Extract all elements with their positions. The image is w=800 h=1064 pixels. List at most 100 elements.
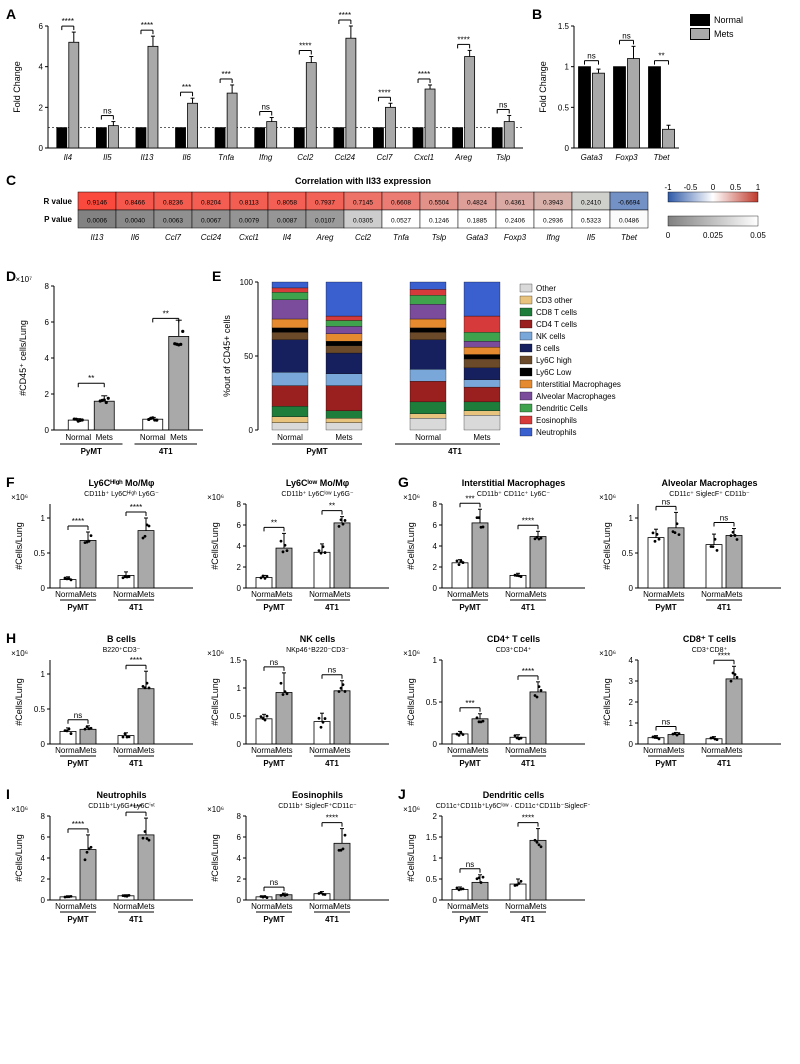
svg-text:0.8113: 0.8113 xyxy=(239,200,259,207)
svg-text:Ccl24: Ccl24 xyxy=(201,233,222,242)
svg-text:CD8⁺ T cells: CD8⁺ T cells xyxy=(683,634,736,644)
svg-text:Neutrophils: Neutrophils xyxy=(536,428,576,437)
svg-text:Ccl2: Ccl2 xyxy=(297,153,314,162)
svg-text:0.2410: 0.2410 xyxy=(581,200,601,207)
figure-root: A 0246Fold Change****Il4nsIl5****Il13***… xyxy=(8,8,792,938)
svg-text:Eosinophils: Eosinophils xyxy=(536,416,577,425)
svg-text:0: 0 xyxy=(249,426,254,435)
svg-text:ns: ns xyxy=(328,666,336,675)
svg-text:R value: R value xyxy=(44,197,73,206)
svg-text:4T1: 4T1 xyxy=(129,603,143,612)
svg-text:4: 4 xyxy=(41,854,46,863)
svg-text:Il4: Il4 xyxy=(283,233,292,242)
svg-text:PyMT: PyMT xyxy=(263,759,284,768)
svg-text:Ccl24: Ccl24 xyxy=(335,153,356,162)
svg-text:0: 0 xyxy=(41,896,46,905)
svg-text:8: 8 xyxy=(41,812,46,821)
svg-text:Normal: Normal xyxy=(113,902,139,911)
svg-text:PyMT: PyMT xyxy=(81,447,102,456)
svg-text:ns: ns xyxy=(261,103,269,112)
svg-text:0.8058: 0.8058 xyxy=(277,200,297,207)
svg-text:-0.5: -0.5 xyxy=(684,183,698,192)
svg-text:**: ** xyxy=(271,518,277,527)
panel-label-B: B xyxy=(532,6,542,22)
svg-text:Normal: Normal xyxy=(505,902,531,911)
svg-text:Il6: Il6 xyxy=(182,153,191,162)
svg-text:0: 0 xyxy=(433,896,438,905)
svg-text:Mets: Mets xyxy=(79,590,96,599)
panel-label-I: I xyxy=(6,786,10,802)
svg-text:Alveolar Macrophages: Alveolar Macrophages xyxy=(661,478,757,488)
svg-text:4T1: 4T1 xyxy=(717,759,731,768)
legend-label-normal: Normal xyxy=(714,15,743,25)
svg-text:6: 6 xyxy=(39,22,44,31)
svg-text:#Cells/Lung: #Cells/Lung xyxy=(14,522,24,570)
svg-text:#Cells/Lung: #Cells/Lung xyxy=(210,834,220,882)
svg-text:Mets: Mets xyxy=(529,902,546,911)
svg-text:0.5: 0.5 xyxy=(558,103,570,112)
svg-text:Ifng: Ifng xyxy=(546,233,560,242)
svg-text:4T1: 4T1 xyxy=(129,915,143,924)
svg-text:4: 4 xyxy=(237,542,242,551)
svg-text:×10⁶: ×10⁶ xyxy=(403,493,420,502)
panel-G2: Alveolar MacrophagesCD11c⁺ SiglecF⁺ CD11… xyxy=(596,476,786,626)
svg-text:Normal: Normal xyxy=(251,746,277,755)
svg-text:8: 8 xyxy=(237,500,242,509)
svg-text:Tbet: Tbet xyxy=(653,153,670,162)
svg-text:#Cells/Lung: #Cells/Lung xyxy=(406,678,416,726)
svg-text:×10⁶: ×10⁶ xyxy=(11,493,28,502)
svg-text:0: 0 xyxy=(41,740,46,749)
panel-label-D: D xyxy=(6,268,16,284)
svg-text:#Cells/Lung: #Cells/Lung xyxy=(210,678,220,726)
svg-text:CD4⁺ T cells: CD4⁺ T cells xyxy=(487,634,540,644)
svg-text:PyMT: PyMT xyxy=(67,915,88,924)
legend-AB: Normal Mets xyxy=(690,8,790,168)
svg-text:×10⁶: ×10⁶ xyxy=(207,493,224,502)
svg-text:Normal: Normal xyxy=(309,902,335,911)
svg-text:1: 1 xyxy=(629,514,634,523)
panel-A: A 0246Fold Change****Il4nsIl5****Il13***… xyxy=(8,8,528,168)
svg-text:-0.6694: -0.6694 xyxy=(618,200,640,207)
svg-text:0.5: 0.5 xyxy=(230,712,242,721)
svg-text:Ly6C Low: Ly6C Low xyxy=(536,368,572,377)
svg-text:ns: ns xyxy=(74,711,82,720)
svg-text:6: 6 xyxy=(237,833,242,842)
svg-text:****: **** xyxy=(72,820,84,829)
svg-text:ns: ns xyxy=(270,878,278,887)
svg-text:CD11b⁺ CD11c⁺ Ly6C⁻: CD11b⁺ CD11c⁺ Ly6C⁻ xyxy=(477,491,551,498)
svg-text:Normal: Normal xyxy=(447,590,473,599)
svg-text:Areg: Areg xyxy=(454,153,472,162)
svg-text:Normal: Normal xyxy=(65,433,91,442)
svg-text:PyMT: PyMT xyxy=(459,915,480,924)
svg-text:Mets: Mets xyxy=(473,433,490,442)
panel-label-J: J xyxy=(398,786,406,802)
legend-label-mets: Mets xyxy=(714,29,734,39)
svg-text:#Cells/Lung: #Cells/Lung xyxy=(406,834,416,882)
svg-text:ns: ns xyxy=(587,52,595,61)
svg-text:0.0067: 0.0067 xyxy=(201,218,221,225)
svg-text:Foxp3: Foxp3 xyxy=(615,153,638,162)
svg-text:****: **** xyxy=(418,70,430,79)
svg-text:***: *** xyxy=(465,494,474,503)
svg-text:CD3⁺CD4⁺: CD3⁺CD4⁺ xyxy=(496,647,532,654)
panel-H4: CD8⁺ T cellsCD3⁺CD8⁺01234×10⁶#Cells/Lung… xyxy=(596,632,786,782)
svg-text:Tbet: Tbet xyxy=(621,233,638,242)
svg-text:ns: ns xyxy=(662,497,670,506)
svg-text:Normal: Normal xyxy=(701,590,727,599)
panel-label-G: G xyxy=(398,474,409,490)
svg-text:Correlation with Il33 expressi: Correlation with Il33 expression xyxy=(295,176,431,186)
svg-text:1: 1 xyxy=(433,854,438,863)
svg-text:4T1: 4T1 xyxy=(717,603,731,612)
svg-text:0.0079: 0.0079 xyxy=(239,218,259,225)
svg-text:Mets: Mets xyxy=(79,746,96,755)
svg-text:1: 1 xyxy=(237,684,242,693)
svg-text:1: 1 xyxy=(41,514,46,523)
svg-text:****: **** xyxy=(378,88,390,97)
svg-text:****: **** xyxy=(326,814,338,823)
svg-text:1: 1 xyxy=(629,719,634,728)
svg-text:×10⁶: ×10⁶ xyxy=(207,649,224,658)
panel-J1: JDendritic cellsCD11c⁺CD11b⁺Ly6Cˡᵒʷ · CD… xyxy=(400,788,590,938)
svg-text:CD11c⁺CD11b⁺Ly6Cˡᵒʷ · CD11c⁺CD: CD11c⁺CD11b⁺Ly6Cˡᵒʷ · CD11c⁺CD11b⁻Siglec… xyxy=(436,803,590,810)
svg-text:×10⁶: ×10⁶ xyxy=(207,805,224,814)
svg-text:0.9146: 0.9146 xyxy=(87,200,107,207)
